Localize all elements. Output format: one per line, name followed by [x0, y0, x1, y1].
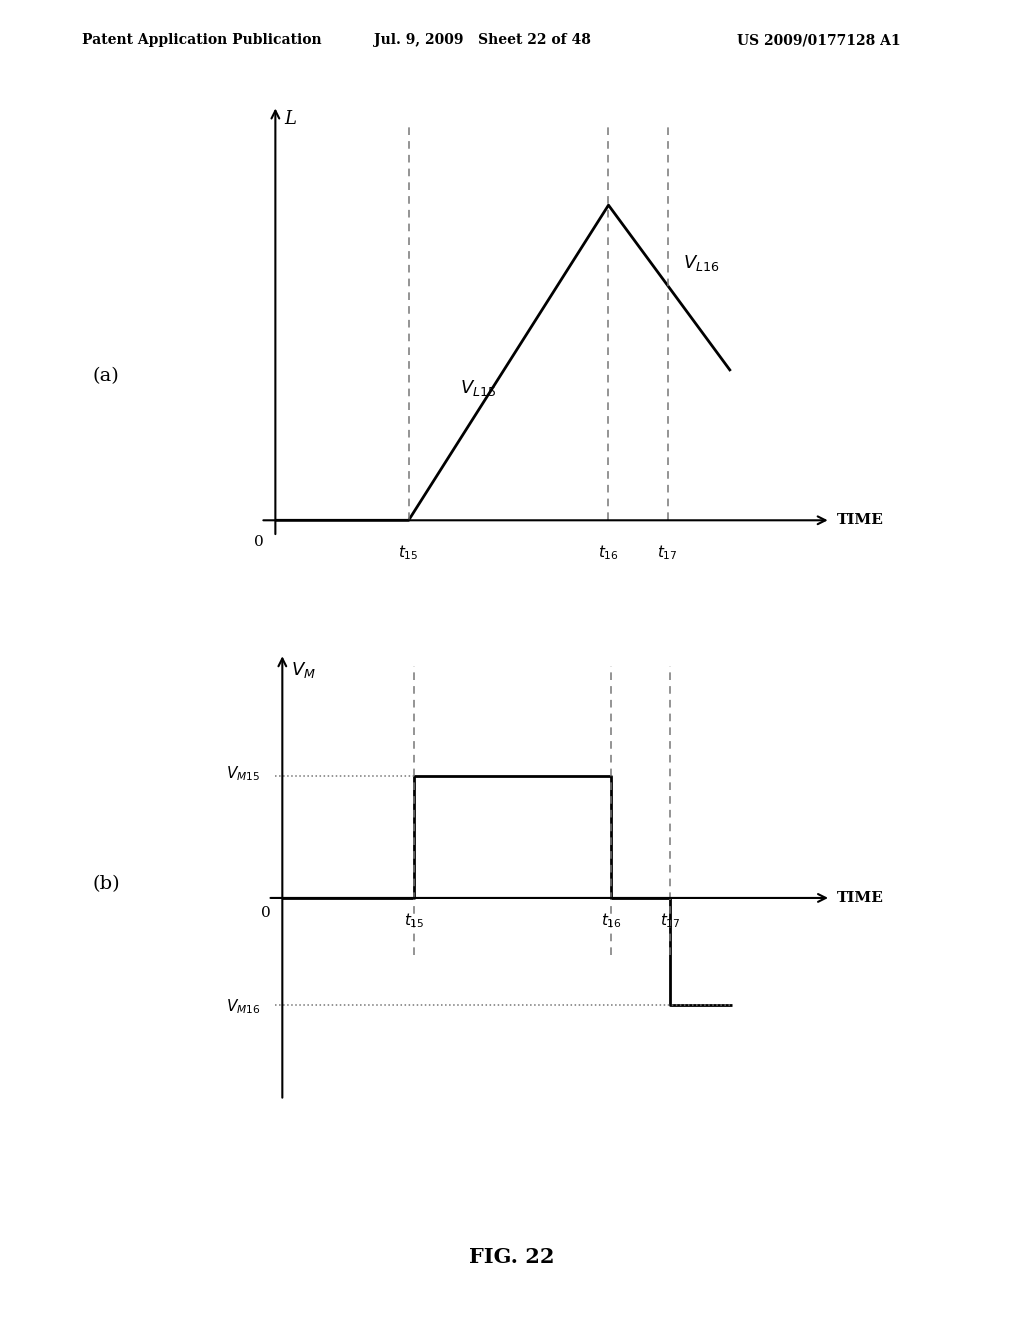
Text: $t_{16}$: $t_{16}$ — [601, 912, 622, 931]
Text: $t_{17}$: $t_{17}$ — [659, 912, 680, 931]
Text: $t_{15}$: $t_{15}$ — [398, 544, 419, 562]
Text: (b): (b) — [92, 875, 120, 894]
Text: Jul. 9, 2009   Sheet 22 of 48: Jul. 9, 2009 Sheet 22 of 48 — [374, 33, 591, 48]
Text: $V_{L16}$: $V_{L16}$ — [683, 253, 719, 273]
Text: $V_{L15}$: $V_{L15}$ — [461, 378, 497, 397]
Text: TIME: TIME — [837, 891, 884, 906]
Text: $t_{16}$: $t_{16}$ — [598, 544, 618, 562]
Text: FIG. 22: FIG. 22 — [469, 1246, 555, 1267]
Text: 0: 0 — [254, 535, 264, 549]
Text: $V_M$: $V_M$ — [291, 660, 316, 680]
Text: US 2009/0177128 A1: US 2009/0177128 A1 — [737, 33, 901, 48]
Text: $t_{17}$: $t_{17}$ — [657, 544, 678, 562]
Text: $V_{M15}$: $V_{M15}$ — [226, 764, 260, 784]
Text: $t_{15}$: $t_{15}$ — [403, 912, 424, 931]
Text: 0: 0 — [261, 906, 271, 920]
Text: TIME: TIME — [837, 513, 884, 527]
Text: (a): (a) — [92, 367, 119, 385]
Text: L: L — [285, 110, 296, 128]
Text: Patent Application Publication: Patent Application Publication — [82, 33, 322, 48]
Text: $V_{M16}$: $V_{M16}$ — [226, 997, 260, 1016]
